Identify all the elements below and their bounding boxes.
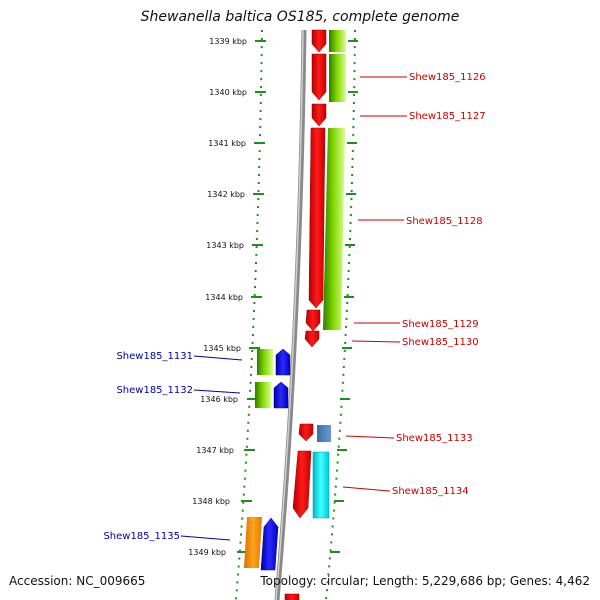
scale-label: 1341 kbp [208,139,246,148]
cds-features-forward [284,29,327,600]
gene-label[interactable]: Shew185_1130 [402,337,479,348]
cds-feature-shew185-1129[interactable] [305,309,321,332]
cds-feature-shew185-1127[interactable] [311,103,327,127]
scale-label: 1346 kbp [200,395,238,404]
cds-feature-bottom-red[interactable] [284,593,300,600]
map-title: Shewanella baltica OS185, complete genom… [140,9,460,25]
blast-hit-1128[interactable] [323,128,345,330]
scale-label: 1348 kbp [192,497,230,506]
cds-features-reverse [244,348,331,571]
gene-label[interactable]: Shew185_1129 [402,319,479,330]
cds-feature-shew185-1133[interactable] [298,423,314,442]
scale-label: 1339 kbp [209,37,247,46]
blast-hit-1131[interactable] [257,349,273,375]
blast-hit-1126[interactable] [329,54,346,102]
blast-hit-1132[interactable] [255,382,271,408]
genome-backbone-highlight [275,29,304,600]
gene-label[interactable]: Shew185_1134 [392,486,469,497]
scale-label: 1347 kbp [196,446,234,455]
gene-label[interactable]: Shew185_1132 [116,385,193,396]
blast-hit-1125[interactable] [329,30,346,52]
gene-labels-right: Shew185_1126 Shew185_1127 Shew185_1128 S… [392,72,486,497]
cds-feature-shew185-1125[interactable] [311,29,327,53]
gene-label-leaders-left [180,355,243,541]
genome-backbone [274,29,307,600]
cds-feature-shew185-1134-cyan[interactable] [312,451,330,519]
cds-feature-shew185-1133-blue[interactable] [317,425,331,442]
gene-label[interactable]: Shew185_1135 [103,531,180,542]
cds-feature-shew185-1134-red[interactable] [292,450,312,519]
scale-label: 1345 kbp [203,344,241,353]
gene-label-leaders-right [342,76,407,492]
scale-label: 1340 kbp [209,88,247,97]
gene-label[interactable]: Shew185_1131 [116,351,193,362]
cds-feature-shew185-1130[interactable] [304,330,320,348]
gene-label[interactable]: Shew185_1126 [409,72,486,83]
gene-label[interactable]: Shew185_1133 [396,433,473,444]
scale-labels: 1339 kbp 1340 kbp 1341 kbp 1342 kbp 1343… [188,37,247,557]
gene-label[interactable]: Shew185_1128 [406,216,483,227]
cds-feature-shew185-1135[interactable] [260,517,279,571]
cds-feature-shew185-1128[interactable] [308,127,326,309]
ruler-left-dotted-line [235,29,263,600]
blast-hit-1135-orange[interactable] [244,517,262,568]
scale-label: 1343 kbp [206,241,244,250]
topology-text: Topology: circular; Length: 5,229,686 bp… [260,574,590,588]
cds-feature-shew185-1126[interactable] [311,53,327,101]
blast-hit-tracks [323,30,346,330]
cds-feature-shew185-1132[interactable] [273,381,289,409]
scale-label: 1344 kbp [205,293,243,302]
scale-label: 1349 kbp [188,548,226,557]
cds-feature-shew185-1131[interactable] [275,348,291,376]
gene-labels-left: Shew185_1131 Shew185_1132 Shew185_1135 [103,351,193,542]
accession-text: Accession: NC_009665 [9,574,146,588]
scale-ticks-right [330,40,358,553]
gene-label[interactable]: Shew185_1127 [409,111,486,122]
scale-label: 1342 kbp [207,190,245,199]
